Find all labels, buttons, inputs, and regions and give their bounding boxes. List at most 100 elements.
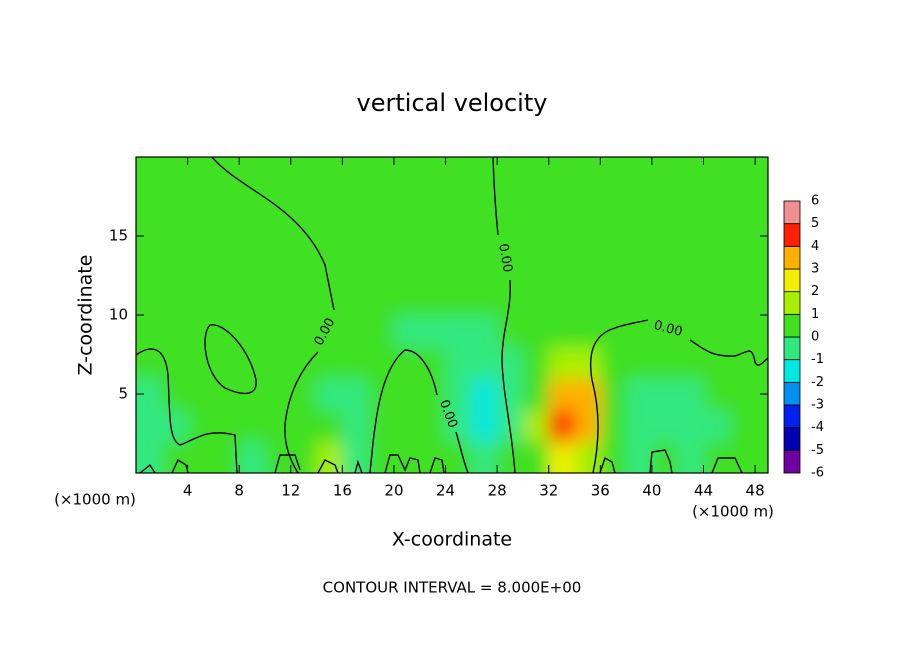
colorbar-label: 6	[811, 194, 819, 209]
field-cell	[497, 188, 524, 221]
field-cell	[264, 283, 292, 316]
field-cell	[522, 346, 550, 379]
y-axis-label: Z-coordinate	[75, 255, 97, 376]
field-cell	[264, 378, 292, 411]
field-cell	[445, 188, 472, 221]
field-cell	[600, 315, 627, 348]
field-cell	[342, 346, 369, 379]
field-cell	[342, 315, 369, 348]
field-cell	[548, 283, 576, 316]
field-cell	[264, 409, 292, 442]
field-cell	[187, 188, 214, 221]
field-cell	[729, 315, 756, 348]
field-cell	[677, 315, 705, 348]
field-cell	[600, 220, 627, 253]
field-cell	[419, 251, 447, 284]
field-cell	[290, 220, 318, 253]
field-cell	[290, 346, 318, 379]
field-cell	[290, 188, 318, 221]
field-cell	[626, 315, 653, 348]
x-tick-label: 20	[384, 482, 403, 500]
field-cell	[213, 283, 240, 316]
field-cell	[445, 283, 472, 316]
x-tick-label: 4	[183, 482, 193, 500]
contour-line	[284, 351, 319, 473]
field-cell	[497, 315, 524, 348]
field-cell	[471, 378, 498, 411]
field-cell	[264, 346, 292, 379]
field-cell	[729, 157, 756, 190]
colorbar-label: -3	[811, 398, 824, 413]
field-cell	[600, 409, 627, 442]
field-cell	[755, 315, 768, 348]
field-cell	[703, 409, 730, 442]
field-cell	[755, 409, 768, 442]
field-cell	[393, 315, 421, 348]
field-cell	[213, 220, 240, 253]
field-cell	[626, 441, 653, 473]
field-cell	[677, 188, 705, 221]
field-cell	[626, 346, 653, 379]
field-cell	[626, 283, 653, 316]
field-cell	[290, 315, 318, 348]
field-cell	[703, 378, 730, 411]
annotation: CONTOUR INTERVAL = 8.000E+00	[323, 579, 582, 597]
x-tick-label: 16	[333, 482, 352, 500]
field-cell	[419, 220, 447, 253]
field-cell	[393, 157, 421, 190]
field-cell	[445, 346, 472, 379]
field-cell	[342, 220, 369, 253]
field-cell	[316, 346, 343, 379]
field-cell	[187, 315, 214, 348]
field-cell	[600, 346, 627, 379]
field-cell	[239, 283, 266, 316]
field-cell	[342, 409, 369, 442]
contour-line	[369, 349, 438, 473]
colorbar-label: 0	[811, 330, 819, 345]
colorbar-cell	[783, 291, 801, 315]
colorbar-label: -6	[811, 466, 824, 481]
field-cell	[161, 409, 189, 442]
field-cell	[445, 315, 472, 348]
field-cell	[600, 188, 627, 221]
field-cell	[213, 378, 240, 411]
field-cell	[445, 378, 472, 411]
field-cell	[368, 409, 395, 442]
field-cell	[651, 283, 679, 316]
field-cell	[471, 441, 498, 473]
field-cell	[471, 251, 498, 284]
field-cell	[136, 157, 163, 190]
field-cell	[213, 157, 240, 190]
contour-line	[204, 324, 257, 395]
field-cell	[393, 409, 421, 442]
field-cell	[419, 441, 447, 473]
field-cell	[239, 346, 266, 379]
field-cell	[239, 409, 266, 442]
field-cell	[548, 378, 576, 411]
field-cell	[600, 251, 627, 284]
field-cell	[342, 441, 369, 473]
y-unit: (×1000 m)	[54, 491, 136, 509]
colorbar-label: 1	[811, 307, 819, 322]
field-cell	[136, 441, 163, 473]
contour-line	[689, 339, 768, 366]
field-cell	[522, 283, 550, 316]
field-cell	[729, 188, 756, 221]
field-cell	[651, 251, 679, 284]
contour-line	[139, 449, 743, 473]
colorbar-cell	[783, 359, 801, 383]
colorbar-cell	[783, 449, 801, 474]
field-cell	[755, 346, 768, 379]
y-tick-label: 10	[109, 306, 128, 324]
colorbar-label: 5	[811, 216, 819, 231]
field-cell	[600, 378, 627, 411]
field-cell	[626, 157, 653, 190]
field-cell	[368, 315, 395, 348]
field-cell	[161, 157, 189, 190]
field-cell	[574, 346, 601, 379]
field-cell	[445, 251, 472, 284]
field-cell	[548, 251, 576, 284]
field-cell	[729, 441, 756, 473]
field-cell	[522, 157, 550, 190]
field-cell	[264, 315, 292, 348]
